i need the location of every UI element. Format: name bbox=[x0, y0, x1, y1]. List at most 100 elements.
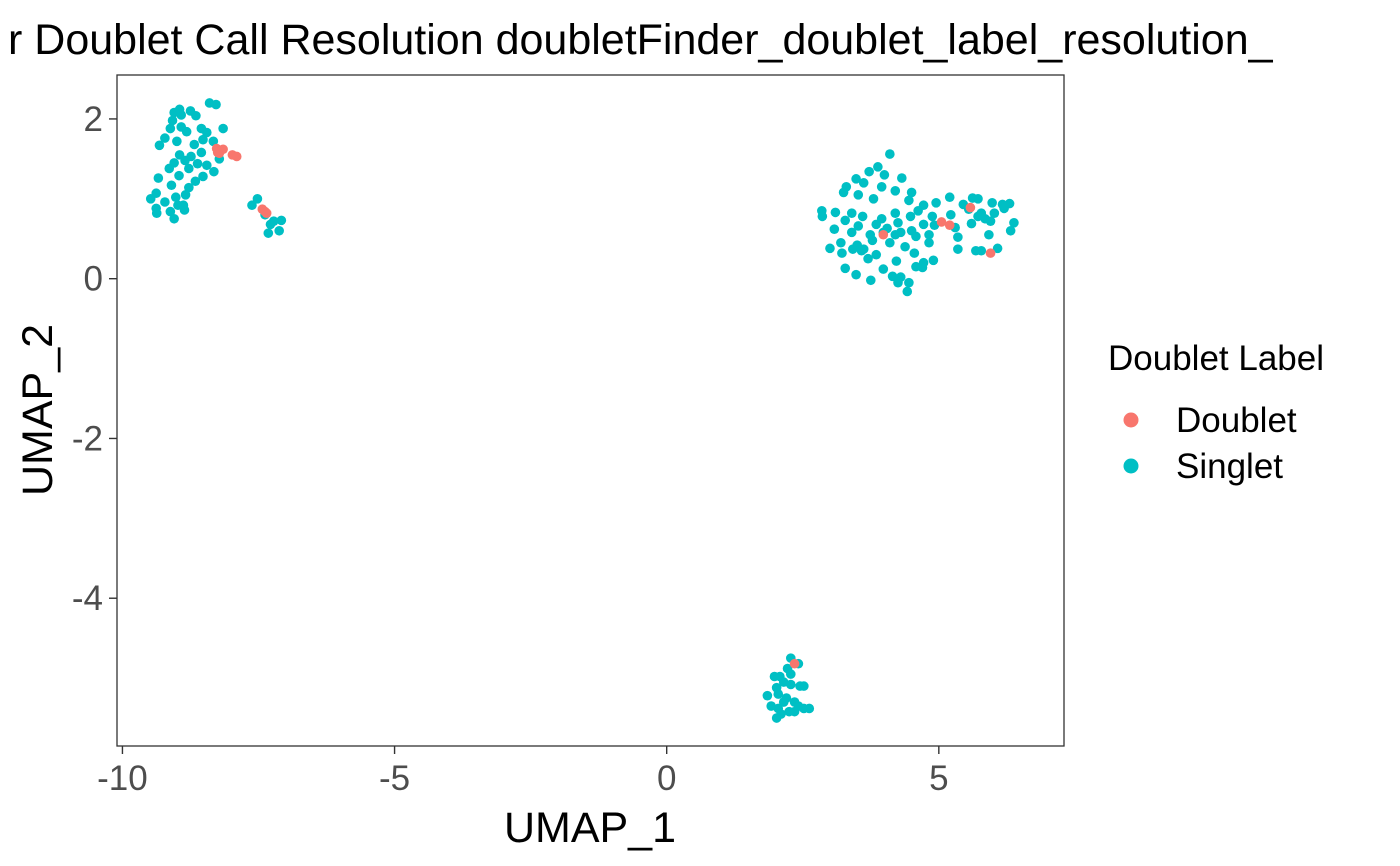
singlet-point bbox=[151, 208, 162, 218]
singlet-point bbox=[927, 211, 938, 222]
singlet-point bbox=[160, 197, 170, 207]
singlet-point bbox=[863, 253, 873, 264]
singlet-point bbox=[909, 248, 920, 258]
singlet-point bbox=[992, 243, 1003, 254]
singlet-point bbox=[873, 162, 883, 172]
singlet-point bbox=[890, 186, 901, 196]
plot-panel bbox=[116, 74, 1065, 747]
singlet-point bbox=[778, 697, 789, 707]
singlet-point bbox=[202, 127, 212, 138]
singlet-point bbox=[999, 203, 1009, 214]
singlet-point bbox=[885, 149, 895, 159]
singlet-point bbox=[208, 136, 219, 147]
singlet-point bbox=[274, 225, 284, 236]
singlet-point bbox=[976, 245, 987, 256]
x-axis: -10 -5 0 5 bbox=[97, 746, 949, 798]
doublet-point bbox=[218, 144, 228, 155]
legend-entries: Doublet Singlet bbox=[1123, 401, 1297, 486]
singlet-point bbox=[906, 187, 917, 198]
singlet-point bbox=[825, 243, 835, 254]
doublet-point bbox=[261, 208, 272, 218]
singlet-point bbox=[973, 211, 983, 222]
singlet-point bbox=[174, 170, 184, 181]
singlet-point bbox=[176, 110, 187, 120]
singlet-point bbox=[166, 180, 177, 191]
singlet-point bbox=[1009, 217, 1019, 228]
singlet-point bbox=[169, 213, 179, 224]
singlet-point bbox=[918, 219, 929, 230]
singlet-point bbox=[891, 256, 902, 266]
legend-title: Doublet Label bbox=[1108, 339, 1324, 378]
singlet-point bbox=[944, 192, 955, 203]
singlet-point bbox=[830, 207, 841, 218]
singlet-point bbox=[799, 681, 809, 691]
singlet-point bbox=[864, 166, 874, 177]
singlet-point bbox=[871, 249, 882, 260]
singlet-point bbox=[897, 173, 907, 183]
singlet-point bbox=[181, 126, 192, 137]
doublet-point bbox=[985, 248, 996, 258]
singlet-point bbox=[202, 160, 212, 171]
singlet-point bbox=[198, 171, 208, 182]
singlet-point bbox=[191, 110, 201, 121]
singlet-point bbox=[911, 231, 921, 242]
singlet-point bbox=[858, 244, 869, 254]
singlet-point bbox=[211, 99, 221, 110]
singlet-point bbox=[989, 208, 1000, 218]
singlet-point bbox=[252, 194, 263, 204]
singlet-point bbox=[973, 194, 983, 204]
singlet-point bbox=[817, 211, 828, 222]
legend-key-singlet bbox=[1123, 458, 1139, 474]
singlet-point bbox=[773, 689, 784, 699]
singlet-point bbox=[180, 190, 191, 200]
singlet-point bbox=[865, 275, 876, 286]
singlet-point bbox=[890, 208, 901, 218]
singlet-point bbox=[924, 237, 934, 248]
singlet-point bbox=[858, 178, 869, 188]
doublet-point bbox=[944, 220, 955, 230]
legend-label-doublet: Doublet bbox=[1176, 401, 1297, 440]
singlet-point bbox=[846, 208, 857, 218]
singlet-point bbox=[837, 248, 847, 258]
y-axis-title: UMAP_2 bbox=[14, 324, 62, 496]
singlet-point bbox=[838, 187, 849, 198]
singlet-point bbox=[871, 219, 882, 230]
singlet-point bbox=[867, 235, 878, 246]
x-tick-label: -10 bbox=[97, 759, 148, 798]
x-tick-label: -5 bbox=[379, 759, 410, 798]
singlet-point bbox=[165, 123, 176, 134]
singlet-point bbox=[966, 218, 977, 229]
singlet-point bbox=[893, 277, 903, 288]
singlet-point bbox=[209, 166, 219, 177]
singlet-point bbox=[192, 158, 203, 169]
singlet-point bbox=[218, 123, 228, 134]
singlet-point bbox=[853, 221, 864, 231]
doublet-point bbox=[231, 151, 242, 162]
singlet-point bbox=[160, 133, 170, 143]
singlet-point bbox=[804, 703, 815, 714]
singlet-point bbox=[887, 271, 898, 282]
doublet-point bbox=[878, 229, 889, 240]
singlet-point bbox=[184, 182, 194, 193]
singlet-point bbox=[895, 227, 906, 238]
y-tick-label: -4 bbox=[72, 579, 103, 618]
singlet-point bbox=[247, 200, 257, 211]
singlet-point bbox=[848, 244, 858, 254]
singlet-point bbox=[179, 205, 190, 215]
singlet-point bbox=[984, 229, 994, 240]
singlet-point bbox=[893, 217, 903, 228]
series-singlet bbox=[145, 98, 1019, 723]
chart-title: r Doublet Call Resolution doubletFinder_… bbox=[8, 16, 1274, 64]
points-layer bbox=[145, 98, 1019, 723]
singlet-point bbox=[885, 237, 895, 248]
y-tick-label: 2 bbox=[84, 100, 103, 139]
singlet-point bbox=[789, 706, 800, 717]
doublet-point bbox=[965, 202, 976, 213]
singlet-point bbox=[924, 229, 934, 240]
singlet-point bbox=[145, 194, 156, 204]
singlet-point bbox=[857, 211, 868, 222]
legend: Doublet Label Doublet Singlet bbox=[1108, 339, 1324, 486]
singlet-point bbox=[189, 139, 200, 150]
singlet-point bbox=[879, 170, 890, 180]
singlet-point bbox=[167, 115, 178, 126]
